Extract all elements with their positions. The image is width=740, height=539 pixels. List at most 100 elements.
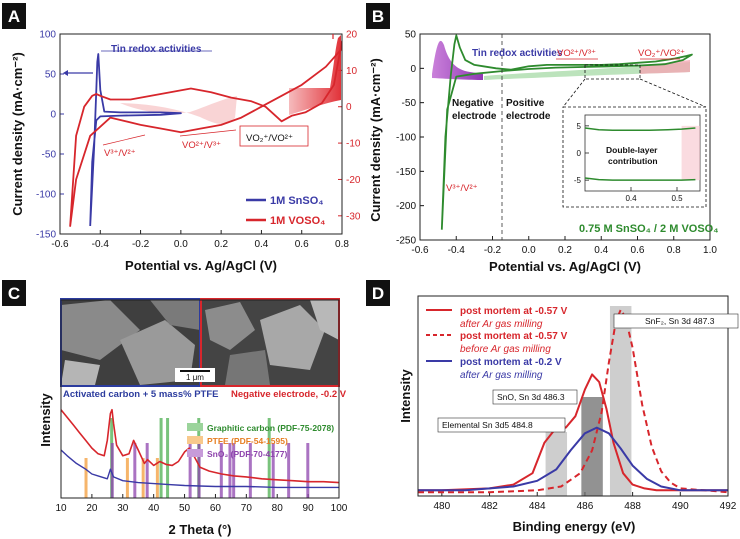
panel-b-ticks: -0.6 -0.4 -0.2 0.0 0.2 0.4 0.6 0.8 1.0 -250 -200 -1… (396, 30, 717, 257)
panel-c-reference-bar-2 (271, 443, 275, 498)
panel-b-annotation-positive-1: Positive (506, 98, 545, 109)
sem-grain-5 (205, 302, 255, 350)
panel-letter-d: D (372, 284, 384, 303)
panel-c-xtick-label: 100 (331, 503, 348, 514)
panel-c-legend-sno2: SnO₂ (PDF-70-4177) (207, 449, 287, 459)
panel-d-xtick-label: 488 (624, 501, 641, 512)
panel-d: 480 482 484 486 488 490 492 Elemental Sn 3d5 4… (398, 295, 739, 534)
panel-b-xtick-label: -0.4 (448, 245, 466, 256)
panel-a-xtick-label: -0.4 (92, 239, 110, 250)
panel-d-xtick-label: 480 (434, 501, 451, 512)
panel-b: -0.6 -0.4 -0.2 0.0 0.2 0.4 0.6 0.8 1.0 -250 -200 -1… (368, 30, 718, 275)
panel-c-xtick-label: 70 (241, 503, 253, 514)
panel-c-reference-bar-2 (110, 443, 114, 498)
panel-letters: A B C D (2, 3, 390, 306)
panel-b-series-line-0 (440, 34, 693, 230)
panel-c: 1 μm Activated carbon + 5 mass% PTFE Neg… (38, 298, 348, 537)
panel-b-annotation-negative-2: electrode (452, 111, 497, 122)
panel-d-xtick-label: 484 (529, 501, 546, 512)
panel-d-label-elemental: Elemental Sn 3d5 484.8 (442, 420, 533, 430)
panel-b-ytick-label: -50 (402, 98, 417, 109)
panel-a-left-ytick-label: -50 (42, 150, 57, 161)
panel-b-frame (419, 33, 711, 241)
panel-b-xtick-label: 0.6 (631, 245, 645, 256)
panel-b-inset-lower-line (584, 177, 696, 181)
panel-c-reference-bar-2 (306, 443, 310, 498)
panel-d-xlabel: Binding energy (eV) (513, 519, 636, 534)
panel-d-legend: post mortem at -0.57 V after Ar gas mill… (426, 306, 568, 381)
sem-grain-1 (61, 300, 140, 360)
panel-d-legend-1-sub: after Ar gas milling (460, 319, 543, 330)
panel-a-v3-line (102, 134, 146, 146)
panel-c-xtick-label: 10 (55, 503, 67, 514)
panel-a-series-line-1 (69, 40, 342, 227)
panel-a-right-ytick-label: 20 (346, 30, 358, 41)
panel-c-reference-bar-2 (145, 443, 149, 498)
panel-a-annotation-vo2-v3: VO²⁺/V³⁺ (182, 140, 221, 151)
panel-d-label-box-elemental (437, 417, 566, 433)
panel-c-xtick-label: 20 (86, 503, 98, 514)
panel-b-inset-label-1: Double-layer (606, 145, 658, 155)
panel-b-inset: -5 0 5 0.4 0.5 Double-layer contribution (574, 114, 701, 203)
panel-c-legend-ptfe: PTFE (PDF-54-1595) (207, 436, 288, 446)
panel-d-legend-1: post mortem at -0.57 V (460, 306, 568, 317)
panel-b-shade-green (484, 62, 690, 80)
panel-d-series-line-0 (418, 373, 728, 492)
panel-a-annotation-tin: Tin redox activities (111, 44, 202, 55)
panel-c-sem-images: 1 μm (60, 298, 340, 387)
panel-a-vo2p-box (239, 125, 309, 147)
panel-d-ylabel: Intensity (398, 369, 413, 423)
panel-c-frame (60, 299, 340, 499)
sem-grain-6 (260, 305, 325, 370)
panel-b-series (440, 34, 693, 230)
panel-a-legend-vo: 1M VOSO₄ (270, 215, 325, 227)
panel-b-ylabel: Current density (mA·cm⁻²) (368, 58, 383, 222)
panel-d-series-line-2 (418, 426, 728, 492)
panel-b-annotation-vo2p: VO₂⁺/VO²⁺ (638, 48, 685, 59)
panel-b-ytick-label: -100 (396, 133, 416, 144)
panel-c-reference-bar-2 (133, 443, 137, 498)
sem-grain-8 (310, 300, 339, 340)
panel-b-inset-ytick-label: -5 (574, 176, 582, 185)
panel-a-series-line-0 (89, 53, 182, 227)
panel-b-xtick-label: 0.2 (558, 245, 572, 256)
panel-c-reference-bar-0 (166, 418, 170, 498)
panel-c-reference-bar-0 (159, 418, 163, 498)
panel-b-shade-pink (640, 60, 690, 74)
panel-b-annotation-negative-1: Negative (452, 98, 494, 109)
panel-b-inset-content: -5 0 5 0.4 0.5 (574, 122, 700, 203)
panel-b-inset-xtick-label: 0.4 (625, 194, 637, 203)
panel-c-reference-bar-2 (197, 443, 201, 498)
panel-c-series-line-1 (60, 449, 339, 489)
panel-c-caption-left: Activated carbon + 5 mass% PTFE (63, 389, 219, 400)
panel-c-reference-bar-1 (141, 458, 145, 498)
panel-b-xlabel: Potential vs. Ag/AgCl (V) (489, 259, 641, 274)
panel-a-xtick-label: 0.2 (214, 239, 228, 250)
panel-a-annotation-v3-v2: V³⁺/V²⁺ (104, 148, 136, 159)
panel-d-legend-2: post mortem at -0.57 V (460, 331, 568, 342)
panel-a-left-ytick-label: 50 (45, 70, 57, 81)
panel-c-xtick-label: 50 (179, 503, 191, 514)
panel-b-zoom-line-left (562, 78, 586, 108)
panel-c-legend: Graphitic carbon (PDF-75-2078) PTFE (PDF… (187, 423, 334, 459)
panel-b-ytick-label: -150 (396, 167, 416, 178)
panel-c-xtick-label: 40 (148, 503, 160, 514)
panel-c-caption-right: Negative electrode, -0.2 V (231, 389, 347, 400)
sem-grain-4 (61, 360, 100, 385)
panel-a-xtick-label: 0.8 (335, 239, 349, 250)
panel-c-reference-bar-1 (155, 458, 159, 498)
panel-letter-b: B (372, 7, 384, 26)
panel-d-band-1 (581, 397, 603, 496)
panel-b-ytick-label: -250 (396, 236, 416, 247)
panel-b-ytick-label: 0 (410, 64, 416, 75)
panel-b-inset-ytick-label: 5 (577, 122, 582, 131)
panel-b-annotation-v3-v2: V³⁺/V²⁺ (446, 183, 478, 194)
panel-a-legend-sn: 1M SnSO₄ (270, 195, 324, 207)
panel-c-xtick-label: 60 (210, 503, 222, 514)
panel-c-reference-bar-2 (188, 443, 192, 498)
panel-b-xtick-label: -0.2 (484, 245, 502, 256)
panel-d-band-0 (545, 432, 568, 496)
panel-letter-c: C (8, 284, 20, 303)
panel-d-xtick-label: 490 (672, 501, 689, 512)
panel-a-xtick-label: -0.6 (51, 239, 69, 250)
